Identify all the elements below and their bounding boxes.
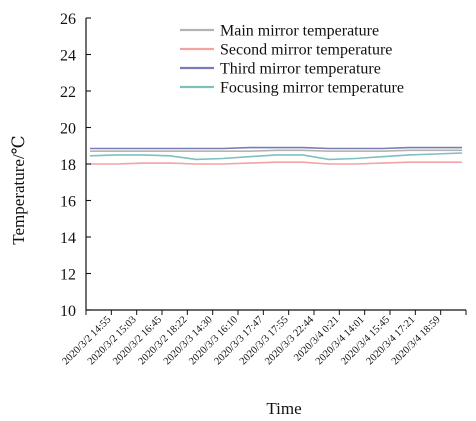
legend-label-2: Second mirror temperature	[220, 42, 392, 59]
y-axis-ticks: 10 12 14 16 18 20 22 24 26	[60, 11, 91, 320]
y-tick-label: 18	[60, 157, 76, 174]
legend-label-1: Main mirror temperature	[220, 23, 379, 40]
y-tick-label: 24	[60, 48, 76, 65]
y-tick-label: 20	[60, 121, 76, 138]
y-tick-label: 16	[60, 194, 76, 211]
legend-label-3: Third mirror temperature	[220, 61, 381, 78]
series-layer	[89, 146, 463, 165]
y-tick-label: 12	[60, 267, 76, 284]
legend: Main mirror temperature Second mirror tem…	[180, 23, 404, 97]
y-axis-title: Temperature/℃	[9, 135, 28, 244]
y-tick-label: 26	[60, 11, 76, 28]
series-line-4	[89, 152, 463, 161]
series-line-3	[90, 146, 462, 150]
y-tick-label: 14	[60, 230, 76, 247]
y-tick-label: 22	[60, 84, 76, 101]
y-tick-label: 10	[60, 303, 76, 320]
legend-label-4: Focusing mirror temperature	[220, 80, 404, 97]
x-axis-title: Time	[266, 399, 301, 418]
series-line-1	[90, 149, 462, 152]
series-line-2	[90, 161, 462, 165]
